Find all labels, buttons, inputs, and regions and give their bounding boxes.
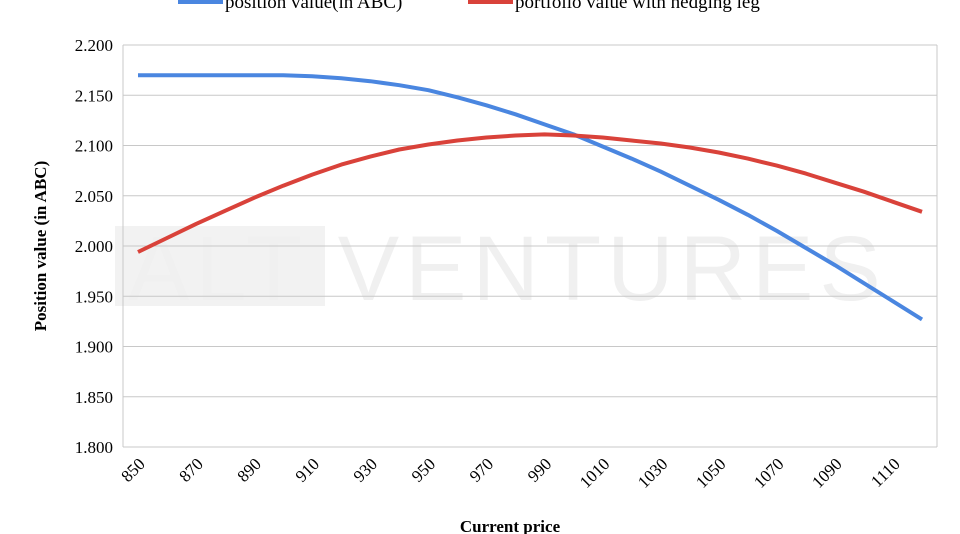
y-tick-label: 2.050 [75,187,113,206]
y-tick-label: 1.950 [75,287,113,306]
y-tick-label: 2.200 [75,36,113,55]
x-tick-label: 1110 [867,454,904,491]
x-tick-label: 910 [292,454,323,485]
y-tick-label: 2.150 [75,86,113,105]
x-tick-label: 1030 [634,454,671,491]
x-tick-label: 990 [524,454,555,485]
watermark-box [115,226,325,306]
watermark-text: ALT VENTURES [128,218,887,320]
x-axis-label: Current price [460,517,561,534]
x-tick-label: 850 [117,454,148,485]
legend-swatch [468,0,513,4]
x-tick-label: 970 [466,454,497,485]
y-axis-label: Position value (in ABC) [31,161,50,332]
legend-swatch [178,0,223,4]
watermark: ALT VENTURES [115,218,887,320]
y-tick-label: 1.900 [75,338,113,357]
y-tick-label: 2.100 [75,137,113,156]
x-tick-label: 930 [350,454,381,485]
legend-label: portfolio value with hedging leg [515,0,760,13]
x-tick-label: 950 [408,454,439,485]
x-tick-label: 890 [234,454,265,485]
x-tick-label: 1050 [692,454,729,491]
x-tick-label: 1070 [750,454,787,491]
x-tick-label: 870 [175,454,206,485]
series-line-2 [137,132,923,254]
x-tick-label: 1010 [576,454,613,491]
y-tick-label: 1.800 [75,438,113,457]
series-line-1 [138,73,924,322]
legend-label: position value(in ABC) [225,0,402,13]
y-tick-label: 2.000 [75,237,113,256]
x-tick-label: 1090 [808,454,845,491]
y-tick-label: 1.850 [75,388,113,407]
